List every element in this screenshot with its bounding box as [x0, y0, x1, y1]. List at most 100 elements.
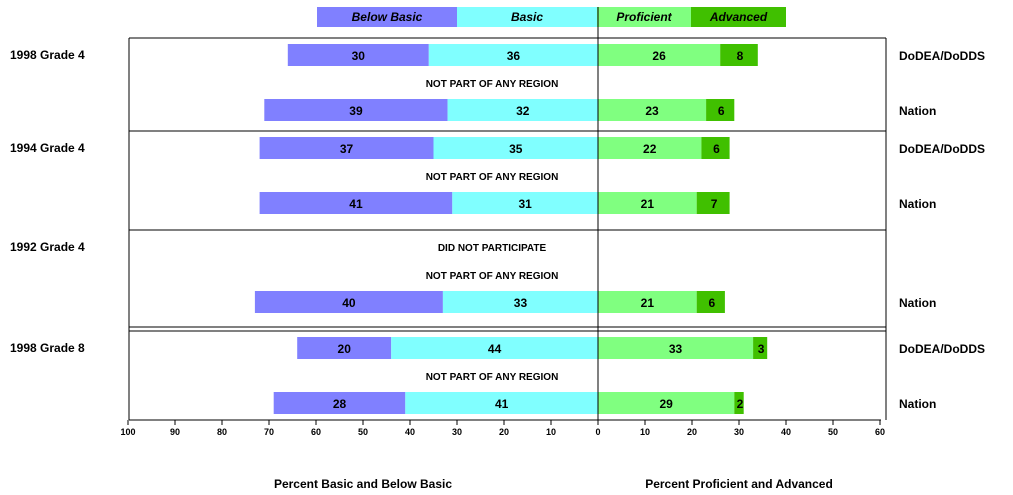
data-label-basic: 36: [507, 49, 521, 63]
legend-swatch-advanced: [691, 7, 786, 27]
bar-basic: [428, 44, 598, 66]
x-tick-label: 0: [595, 427, 600, 437]
bar-basic: [391, 337, 598, 359]
bar-advanced: [696, 192, 730, 214]
data-label-basic: 32: [516, 104, 530, 118]
bar-proficient: [598, 392, 735, 414]
x-tick-label: 20: [687, 427, 697, 437]
group-label: 1992 Grade 4: [10, 240, 85, 254]
data-label-below-basic: 20: [338, 342, 352, 356]
data-label-advanced: 6: [713, 142, 720, 156]
x-tick-label: 10: [546, 427, 556, 437]
note-text: NOT PART OF ANY REGION: [426, 172, 559, 183]
entity-label: DoDEA/DoDDS: [899, 342, 985, 356]
x-tick-label: 90: [170, 427, 180, 437]
x-axis-title-right: Percent Proficient and Advanced: [645, 477, 833, 491]
legend-label-proficient: Proficient: [616, 10, 672, 24]
data-label-proficient: 33: [669, 342, 683, 356]
data-label-proficient: 23: [645, 104, 659, 118]
data-label-below-basic: 28: [333, 397, 347, 411]
bar-below-basic: [259, 137, 434, 159]
bar-below-basic: [287, 44, 429, 66]
x-tick-label: 70: [264, 427, 274, 437]
bar-advanced: [696, 291, 725, 313]
bar-below-basic: [254, 291, 443, 313]
bar-below-basic: [264, 99, 448, 121]
entity-label: DoDEA/DoDDS: [899, 49, 985, 63]
bar-proficient: [598, 99, 707, 121]
x-tick-label: 20: [499, 427, 509, 437]
data-label-basic: 31: [518, 197, 532, 211]
data-label-below-basic: 40: [342, 296, 356, 310]
data-label-below-basic: 37: [340, 142, 354, 156]
group-label: 1998 Grade 8: [10, 341, 85, 355]
x-tick-label: 80: [217, 427, 227, 437]
data-label-proficient: 21: [641, 197, 655, 211]
note-text: NOT PART OF ANY REGION: [426, 372, 559, 383]
note-text: NOT PART OF ANY REGION: [426, 79, 559, 90]
x-tick-label: 60: [311, 427, 321, 437]
data-label-proficient: 21: [641, 296, 655, 310]
data-label-advanced: 6: [708, 296, 715, 310]
bar-basic: [433, 137, 598, 159]
data-label-proficient: 22: [643, 142, 657, 156]
entity-label: DoDEA/DoDDS: [899, 142, 985, 156]
x-tick-label: 50: [828, 427, 838, 437]
group-label: 1998 Grade 4: [10, 48, 85, 62]
data-label-advanced: 3: [758, 342, 765, 356]
group-label: 1994 Grade 4: [10, 141, 85, 155]
data-label-basic: 44: [488, 342, 502, 356]
data-label-advanced: 7: [711, 197, 718, 211]
data-label-below-basic: 41: [349, 197, 363, 211]
data-label-below-basic: 39: [349, 104, 363, 118]
bar-advanced: [753, 337, 768, 359]
bar-basic: [447, 99, 598, 121]
entity-label: Nation: [899, 197, 936, 211]
data-label-basic: 33: [514, 296, 528, 310]
entity-label: Nation: [899, 397, 936, 411]
x-tick-label: 40: [781, 427, 791, 437]
bar-below-basic: [297, 337, 392, 359]
entity-label: Nation: [899, 104, 936, 118]
x-tick-label: 30: [734, 427, 744, 437]
data-label-proficient: 29: [659, 397, 673, 411]
bar-basic: [405, 392, 598, 414]
x-tick-label: 30: [452, 427, 462, 437]
legend-swatch-basic: [457, 7, 597, 27]
data-label-basic: 35: [509, 142, 523, 156]
data-label-basic: 41: [495, 397, 509, 411]
entity-label: Nation: [899, 296, 936, 310]
x-tick-label: 40: [405, 427, 415, 437]
x-tick-label: 10: [640, 427, 650, 437]
bar-basic: [452, 192, 598, 214]
bar-advanced: [720, 44, 758, 66]
bar-proficient: [598, 337, 754, 359]
note-text: DID NOT PARTICIPATE: [438, 243, 547, 254]
x-tick-label: 50: [358, 427, 368, 437]
legend-label-basic: Basic: [511, 10, 543, 24]
bar-proficient: [598, 44, 721, 66]
bar-advanced: [706, 99, 735, 121]
note-text: NOT PART OF ANY REGION: [426, 271, 559, 282]
legend-label-advanced: Advanced: [709, 10, 768, 24]
bar-basic: [442, 291, 598, 313]
bar-proficient: [598, 291, 697, 313]
data-label-advanced: 6: [718, 104, 725, 118]
data-label-advanced: 2: [737, 397, 744, 411]
legend-label-below_basic: Below Basic: [352, 10, 423, 24]
data-label-advanced: 8: [737, 49, 744, 63]
x-axis-title-left: Percent Basic and Below Basic: [274, 477, 452, 491]
bar-below-basic: [259, 192, 453, 214]
bar-advanced: [701, 137, 730, 159]
x-tick-label: 60: [875, 427, 885, 437]
bar-proficient: [598, 192, 697, 214]
legend-swatch-proficient: [597, 7, 691, 27]
legend-swatch-below_basic: [317, 7, 457, 27]
bar-advanced: [734, 392, 744, 414]
data-label-below-basic: 30: [352, 49, 366, 63]
data-label-proficient: 26: [652, 49, 666, 63]
bar-proficient: [598, 137, 702, 159]
x-tick-label: 100: [120, 427, 135, 437]
bar-below-basic: [273, 392, 406, 414]
